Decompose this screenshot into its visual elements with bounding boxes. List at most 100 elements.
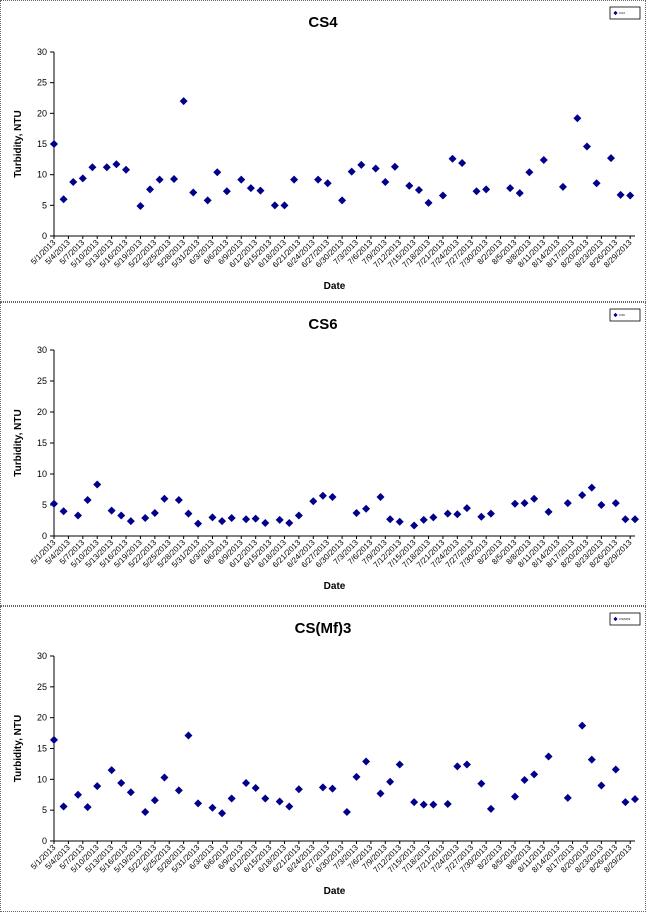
data-point-cs4 bbox=[270, 201, 279, 210]
data-point-csmf3 bbox=[275, 797, 284, 806]
data-point-csmf3 bbox=[126, 788, 135, 797]
data-point-cs4 bbox=[69, 178, 78, 187]
data-point-cs4 bbox=[357, 160, 366, 169]
data-point-cs4 bbox=[539, 155, 548, 164]
data-point-cs4 bbox=[290, 175, 299, 184]
data-point-cs4 bbox=[558, 182, 567, 191]
data-point-cs6 bbox=[530, 494, 539, 503]
data-point-csmf3 bbox=[376, 789, 385, 798]
data-point-cs4 bbox=[525, 168, 534, 177]
data-point-csmf3 bbox=[443, 800, 452, 808]
data-point-cs4 bbox=[78, 174, 87, 183]
data-point-cs4 bbox=[256, 186, 265, 195]
data-point-csmf3 bbox=[50, 735, 58, 744]
legend-box bbox=[609, 612, 641, 626]
data-point-csmf3 bbox=[477, 779, 486, 788]
data-point-csmf3 bbox=[510, 792, 519, 801]
data-point-cs4 bbox=[371, 164, 380, 173]
y-tick-label: 0 bbox=[42, 231, 47, 241]
y-tick-label: 30 bbox=[37, 651, 47, 661]
data-point-cs4 bbox=[606, 154, 615, 163]
data-point-cs6 bbox=[218, 517, 227, 526]
data-point-cs6 bbox=[160, 494, 169, 503]
data-point-csmf3 bbox=[93, 782, 102, 791]
data-point-cs6 bbox=[621, 515, 630, 524]
chart-title: CS6 bbox=[308, 316, 337, 333]
data-point-cs6 bbox=[410, 521, 419, 530]
data-point-cs4 bbox=[59, 195, 68, 204]
data-point-cs4 bbox=[136, 201, 145, 210]
data-point-cs4 bbox=[381, 178, 390, 187]
data-point-csmf3 bbox=[194, 799, 203, 808]
y-tick-label: 5 bbox=[42, 200, 47, 210]
data-point-cs4 bbox=[146, 185, 155, 194]
data-point-cs6 bbox=[174, 496, 183, 505]
data-point-cs4 bbox=[50, 140, 58, 148]
data-point-cs6 bbox=[443, 509, 452, 518]
y-tick-label: 20 bbox=[37, 108, 47, 118]
data-point-csmf3 bbox=[429, 800, 438, 809]
data-point-cs6 bbox=[117, 511, 126, 520]
data-point-cs4 bbox=[390, 162, 399, 171]
data-point-cs4 bbox=[88, 163, 97, 172]
data-point-cs6 bbox=[544, 507, 553, 516]
data-point-csmf3 bbox=[218, 809, 227, 818]
data-point-cs4 bbox=[458, 159, 467, 168]
data-point-csmf3 bbox=[419, 800, 428, 809]
data-point-cs4 bbox=[338, 196, 347, 205]
data-point-csmf3 bbox=[453, 762, 462, 771]
data-point-cs4 bbox=[189, 188, 198, 197]
legend-box bbox=[609, 308, 641, 322]
y-tick-label: 10 bbox=[37, 170, 47, 180]
data-point-csmf3 bbox=[285, 802, 294, 811]
data-point-cs4 bbox=[222, 187, 231, 196]
data-point-csmf3 bbox=[621, 798, 630, 807]
data-point-csmf3 bbox=[294, 785, 303, 794]
data-point-cs6 bbox=[486, 509, 495, 518]
legend-box bbox=[609, 6, 641, 20]
data-point-cs4 bbox=[122, 165, 131, 174]
data-point-cs6 bbox=[419, 515, 428, 524]
data-point-csmf3 bbox=[261, 794, 270, 803]
data-point-csmf3 bbox=[386, 777, 395, 786]
data-point-cs4 bbox=[102, 163, 111, 172]
legend: CS(Mf)3 bbox=[609, 612, 641, 626]
data-point-csmf3 bbox=[597, 781, 606, 790]
data-point-cs6 bbox=[453, 510, 462, 519]
legend-label: CS(Mf)3 bbox=[619, 617, 630, 621]
data-point-cs6 bbox=[50, 499, 58, 508]
y-tick-label: 25 bbox=[37, 78, 47, 88]
data-point-cs4 bbox=[179, 97, 188, 106]
chart-panel-cs6: CS6 0 5 10 15 20 25 30 Turbidity, NTU 5/1/2013 5/4… bbox=[0, 302, 646, 606]
data-point-cs6 bbox=[376, 492, 385, 501]
data-point-cs6 bbox=[578, 491, 587, 500]
data-point-csmf3 bbox=[520, 775, 529, 784]
data-point-csmf3 bbox=[227, 794, 236, 803]
y-tick-label: 10 bbox=[37, 774, 47, 784]
data-point-cs6 bbox=[261, 518, 270, 527]
data-point-csmf3 bbox=[318, 783, 327, 792]
data-point-cs4 bbox=[213, 168, 222, 177]
data-point-csmf3 bbox=[578, 721, 587, 730]
data-point-csmf3 bbox=[141, 808, 150, 817]
y-axis-label: Turbidity, NTU bbox=[13, 715, 24, 782]
data-point-cs6 bbox=[631, 515, 639, 524]
data-point-cs6 bbox=[208, 513, 217, 522]
data-point-cs6 bbox=[107, 506, 116, 515]
data-point-csmf3 bbox=[59, 802, 68, 811]
data-point-csmf3 bbox=[174, 786, 183, 795]
data-point-csmf3 bbox=[631, 795, 639, 804]
data-point-cs6 bbox=[242, 515, 251, 524]
data-point-cs6 bbox=[251, 514, 260, 523]
data-point-cs6 bbox=[477, 512, 486, 521]
y-tick-label: 5 bbox=[42, 500, 47, 510]
y-tick-label: 30 bbox=[37, 47, 47, 57]
data-point-csmf3 bbox=[208, 803, 217, 812]
data-point-cs6 bbox=[309, 497, 318, 506]
data-point-cs4 bbox=[482, 185, 491, 194]
chart-panel-csmf3: CS(Mf)3 0 5 10 15 20 25 30 Turbidity, NTU 5/1/201… bbox=[0, 606, 646, 912]
data-point-cs6 bbox=[141, 514, 150, 523]
data-point-csmf3 bbox=[462, 760, 471, 769]
